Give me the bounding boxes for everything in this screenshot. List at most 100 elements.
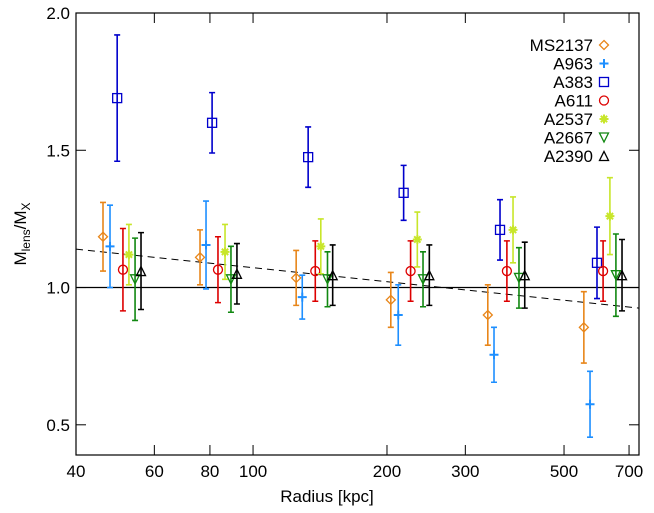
marker [303, 151, 314, 163]
marker [117, 264, 129, 275]
error-bar [619, 238, 626, 312]
marker [599, 114, 609, 124]
y-axis-label: Mlens/MX [11, 202, 33, 265]
marker [398, 187, 409, 198]
marker [616, 269, 628, 281]
error-bar [312, 240, 319, 303]
marker [105, 241, 115, 251]
marker [393, 310, 403, 320]
error-bar [329, 244, 336, 307]
marker [578, 321, 590, 333]
marker [316, 241, 326, 251]
marker [212, 264, 224, 275]
error-bar [209, 91, 216, 154]
marker [220, 247, 230, 257]
error-bar [420, 251, 427, 308]
marker [598, 95, 610, 106]
marker [231, 267, 243, 279]
y-tick-label: 1.0 [46, 279, 70, 298]
y-label-sub: lens [19, 229, 33, 251]
x-tick-label: 700 [615, 462, 643, 481]
legend-label: A2390 [544, 147, 593, 166]
error-bar [119, 227, 126, 312]
x-tick-label: 300 [451, 462, 479, 481]
error-bar [600, 240, 607, 303]
legend-label: A611 [555, 92, 593, 111]
marker [194, 251, 206, 263]
marker [585, 399, 595, 409]
marker [597, 265, 609, 277]
error-bar [132, 237, 139, 322]
error-bar [197, 229, 204, 286]
error-bar [400, 164, 407, 222]
error-bar [214, 235, 221, 304]
error-bar [293, 249, 300, 307]
marker [599, 59, 609, 68]
marker [501, 265, 513, 277]
error-bar [515, 246, 522, 309]
marker [519, 269, 531, 281]
error-bar [227, 245, 234, 314]
x-tick-label: 200 [373, 462, 401, 481]
marker [135, 265, 147, 277]
x-tick-label: 500 [550, 462, 578, 481]
legend-label: MS2137 [530, 36, 593, 55]
error-bar [305, 126, 312, 189]
marker [310, 265, 321, 277]
error-bar [484, 283, 491, 346]
y-tick-label: 0.5 [46, 416, 70, 435]
marker [610, 270, 622, 282]
x-tick-label: 60 [145, 462, 164, 481]
marker [405, 265, 416, 277]
marker [591, 257, 603, 268]
marker [225, 274, 237, 286]
y-tick-label: 2.0 [46, 4, 70, 23]
error-bar [100, 201, 107, 272]
error-bar [407, 240, 414, 303]
marker [124, 250, 134, 260]
legend-label: A2667 [544, 129, 593, 148]
error-bar [114, 34, 121, 163]
x-tick-label: 40 [67, 462, 86, 481]
plot-frame [75, 12, 640, 456]
marker [598, 150, 610, 162]
marker [598, 132, 610, 144]
error-bar [138, 231, 145, 311]
error-bar [593, 226, 600, 300]
error-bar [233, 242, 240, 305]
legend-label: A2537 [544, 110, 593, 129]
y-label-part: /M [11, 210, 30, 229]
error-bar [387, 271, 394, 329]
marker [129, 274, 141, 286]
fit-line [75, 248, 640, 309]
marker [385, 294, 397, 306]
error-bar [426, 244, 433, 307]
marker [508, 225, 518, 235]
marker [412, 234, 422, 244]
error-bar [580, 290, 587, 364]
legend-label: A383 [553, 73, 593, 92]
marker [206, 117, 218, 128]
marker [489, 350, 499, 360]
error-bar [612, 233, 619, 318]
marker [482, 309, 494, 321]
marker [112, 92, 123, 104]
marker [290, 272, 302, 284]
marker [494, 224, 506, 236]
x-tick-label: 100 [239, 462, 267, 481]
error-bar [521, 241, 528, 309]
x-axis-label: Radius [kpc] [280, 487, 374, 506]
marker [327, 269, 339, 281]
y-tick-label: 1.5 [46, 141, 70, 160]
marker [201, 240, 211, 250]
error-bar [503, 240, 510, 303]
marker [423, 269, 435, 281]
y-label-part: M [11, 251, 30, 265]
marker [297, 292, 307, 302]
marker [97, 231, 109, 243]
legend-label: A963 [553, 55, 593, 74]
y-label-sub: X [19, 202, 33, 210]
x-tick-label: 80 [200, 462, 219, 481]
